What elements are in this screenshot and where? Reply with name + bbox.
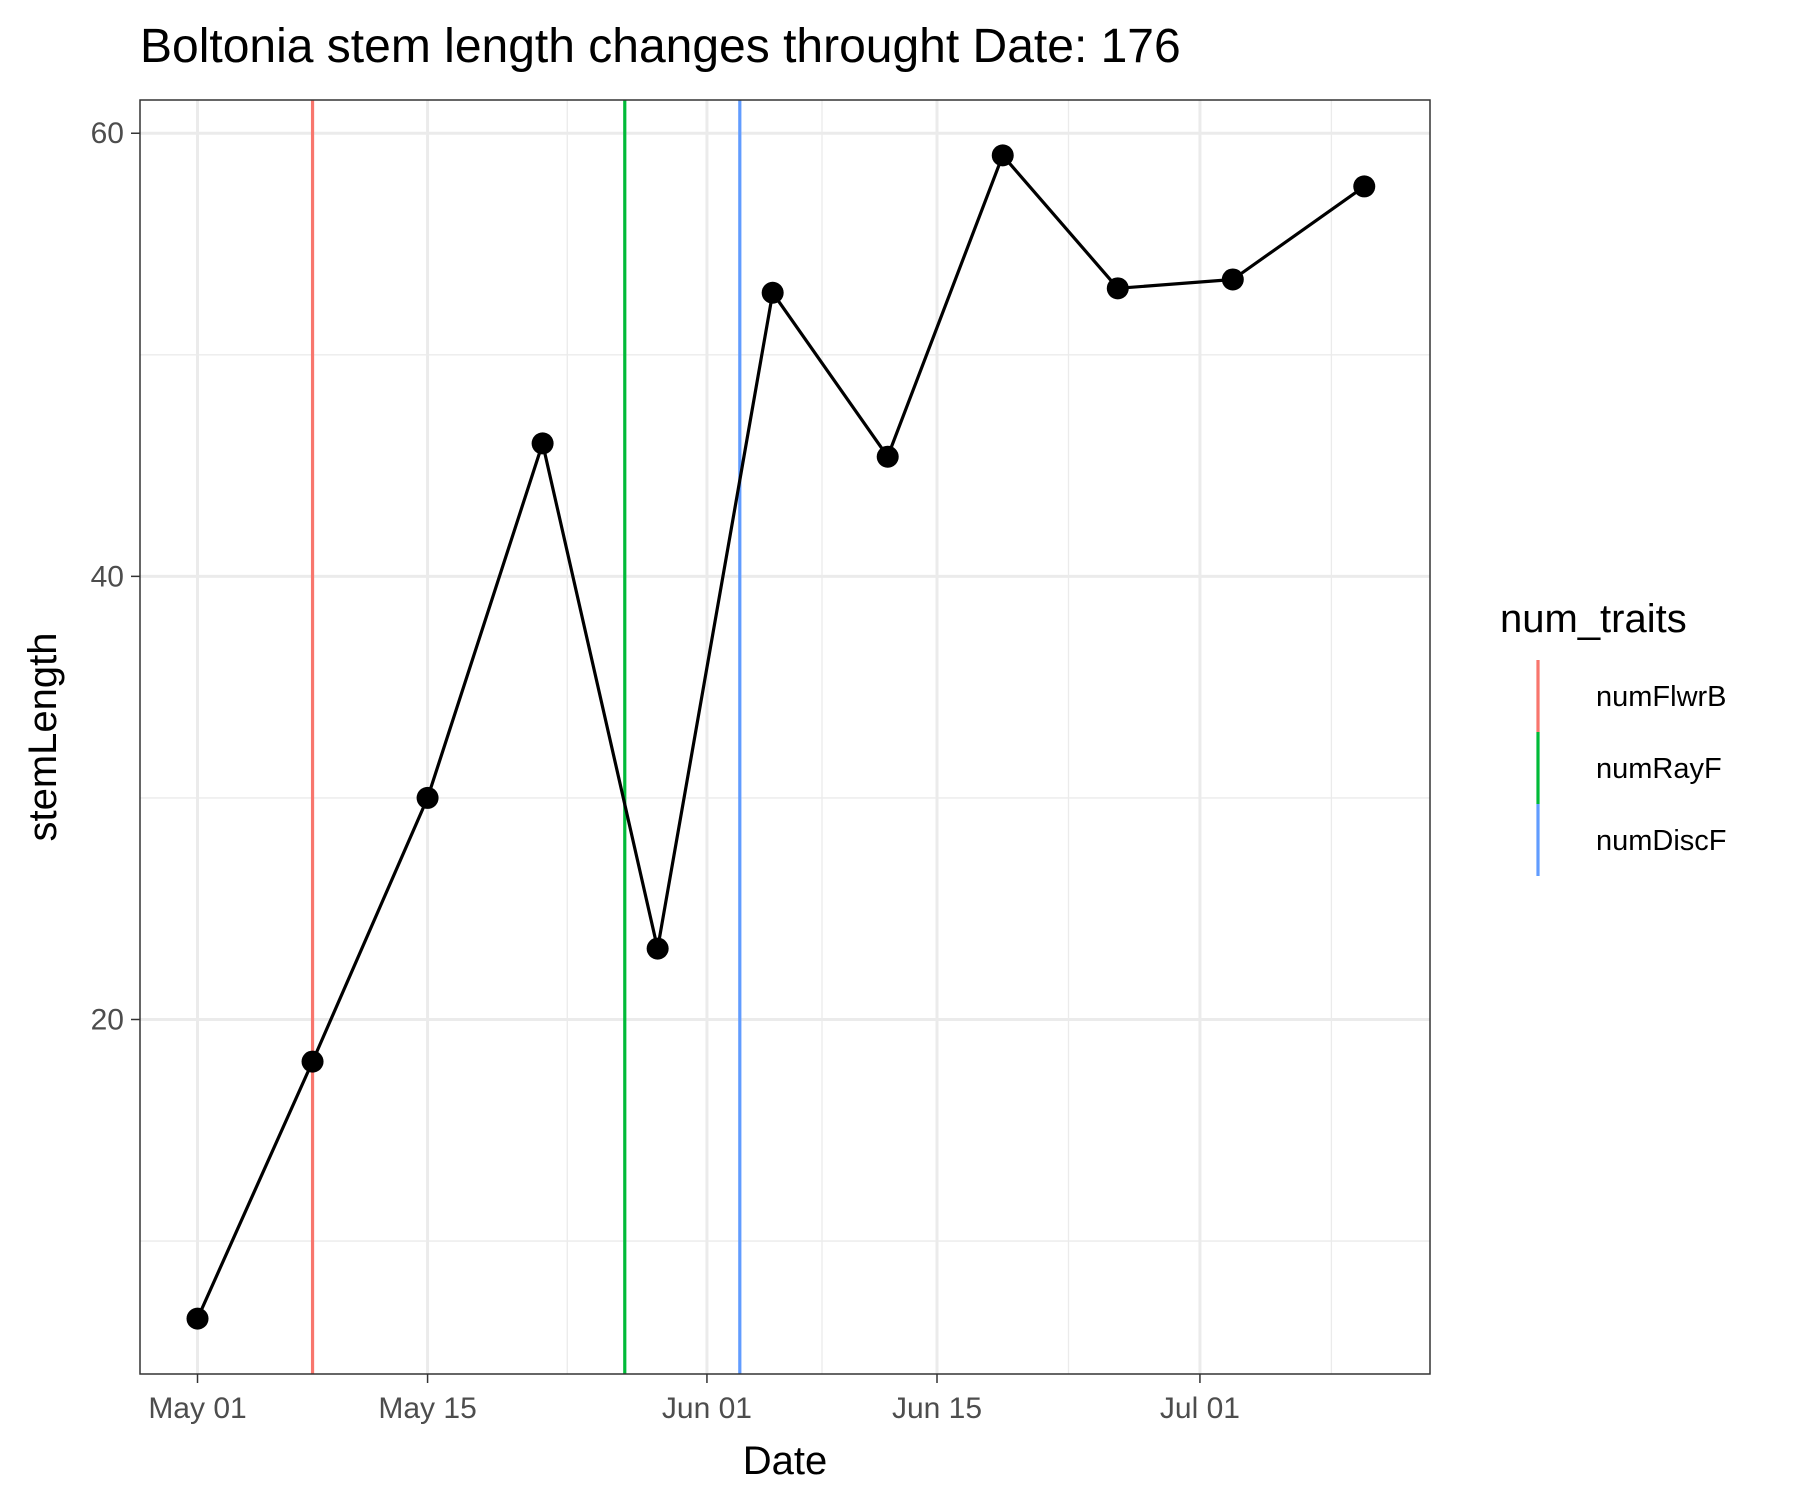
data-point xyxy=(186,1307,209,1330)
y-tick-label: 40 xyxy=(91,560,124,593)
data-point xyxy=(1221,268,1244,291)
x-tick-label: Jun 15 xyxy=(892,1392,982,1425)
data-point xyxy=(1353,175,1376,198)
data-point xyxy=(1106,277,1129,300)
y-tick-label: 60 xyxy=(91,117,124,150)
x-tick-label: May 15 xyxy=(378,1392,476,1425)
plot-panel-border xyxy=(139,99,1431,1375)
data-point xyxy=(646,937,669,960)
x-tick-label: Jul 01 xyxy=(1160,1392,1240,1425)
data-point xyxy=(761,281,784,304)
y-tick-label: 20 xyxy=(91,1003,124,1036)
chart-title: Boltonia stem length changes throught Da… xyxy=(140,20,1181,73)
x-axis: May 01 May 15 Jun 01 Jun 15 Jul 01 xyxy=(148,1374,1240,1425)
data-point xyxy=(416,786,439,809)
x-tick-label: May 01 xyxy=(148,1392,246,1425)
legend-label-numRayF: numRayF xyxy=(1596,753,1722,785)
x-tick-label: Jun 01 xyxy=(662,1392,752,1425)
minor-gridlines xyxy=(140,100,1430,1374)
y-axis-title: stemLength xyxy=(21,632,65,841)
legend-label-numFlwrB: numFlwrB xyxy=(1596,681,1727,713)
legend-label-numDiscF: numDiscF xyxy=(1596,825,1727,857)
x-axis-title: Date xyxy=(743,1439,828,1483)
data-point xyxy=(876,445,899,468)
y-axis: 20 40 60 xyxy=(91,117,140,1036)
legend-title: num_traits xyxy=(1500,597,1687,641)
data-series xyxy=(186,144,1376,1330)
legend: num_traits numFlwrB numRayF numDiscF xyxy=(1500,597,1727,876)
major-gridlines xyxy=(140,100,1430,1374)
data-point xyxy=(531,432,554,455)
trait-vertical-lines xyxy=(310,100,742,1374)
data-point xyxy=(991,144,1014,167)
legend-entries: numFlwrB numRayF numDiscF xyxy=(1536,660,1727,876)
data-point xyxy=(301,1050,324,1073)
